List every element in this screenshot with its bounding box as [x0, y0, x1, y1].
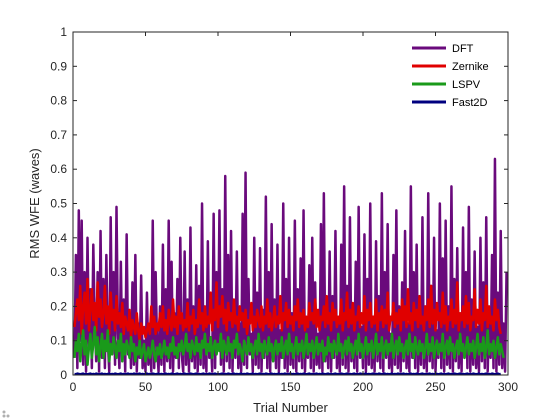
legend-label-zernike: Zernike: [452, 61, 489, 73]
y-tick-label: 0.5: [50, 197, 67, 211]
y-tick-label: 0.2: [50, 299, 67, 313]
y-tick-label: 0.7: [50, 128, 67, 142]
axes-layer: 0 50 100 150 200 250 300 0 0.1 0.2 0.3 0.4 0.5 0.6 0.7…: [50, 25, 518, 394]
x-tick-label: 200: [353, 380, 373, 394]
y-tick-label: 0.3: [50, 265, 67, 279]
y-tick-label: 0.6: [50, 162, 67, 176]
y-tick-label: 1: [60, 25, 67, 39]
y-tick-label: 0.4: [50, 231, 67, 245]
x-tick-label: 150: [280, 380, 300, 394]
series-line-fast2d: [74, 372, 502, 376]
y-tick-label: 0: [60, 368, 67, 382]
legend-label-fast2d: Fast2D: [452, 97, 488, 109]
series-line-lspv: [73, 325, 505, 366]
x-tick-label: 100: [208, 380, 228, 394]
x-tick-label: 50: [139, 380, 153, 394]
x-tick-label: 250: [425, 380, 445, 394]
corner-resize-icon: [2, 410, 10, 418]
series-line-zernike: [73, 277, 502, 342]
y-tick-label: 0.1: [50, 334, 67, 348]
legend-label-dft: DFT: [452, 43, 474, 55]
y-tick-label: 0.9: [50, 59, 67, 73]
y-tick-label: 0.8: [50, 94, 67, 108]
y-axis-title: RMS WFE (waves): [27, 148, 42, 259]
legend: DFT Zernike LSPV Fast2D: [412, 43, 489, 109]
x-tick-label: 300: [498, 380, 518, 394]
x-axis-title: Trial Number: [253, 400, 328, 415]
legend-label-lspv: LSPV: [452, 79, 481, 91]
x-tick-label: 0: [70, 380, 77, 394]
series-line-dft: [73, 157, 508, 373]
